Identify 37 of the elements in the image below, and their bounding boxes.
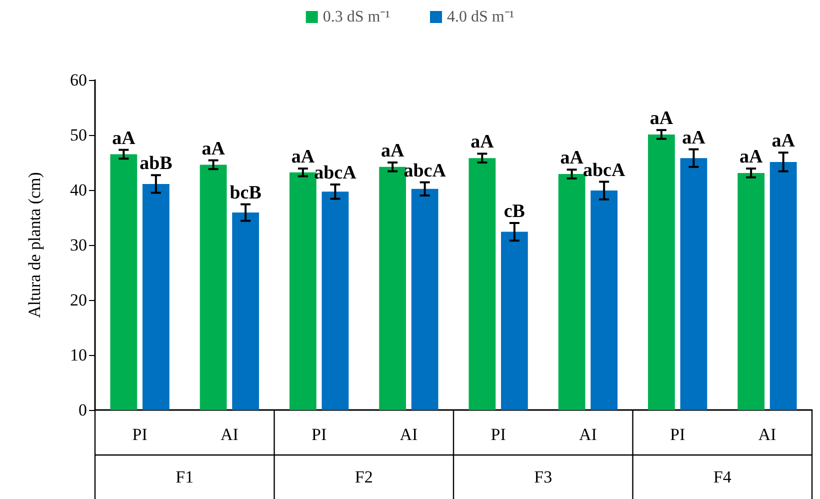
data-label: aA: [202, 138, 226, 160]
x-tick-label: PI: [490, 425, 506, 444]
data-label: aA: [470, 132, 494, 153]
y-tick-label: 10: [70, 346, 87, 364]
text: F2: [354, 468, 373, 486]
y-axis-title: Altura de planta (cm): [25, 172, 44, 318]
data-label: aA: [291, 146, 315, 168]
x-tick-label: PI: [670, 425, 686, 444]
y-tick-label: 60: [70, 70, 87, 90]
x-tick-label: AI: [400, 425, 418, 444]
data-label: abcA: [314, 162, 357, 184]
legend-label: 0.3 dS m⁻¹: [322, 8, 390, 26]
data-label: aA: [772, 130, 796, 152]
y-tick-label: 50: [70, 126, 87, 144]
y-tick-label: 30: [70, 236, 87, 254]
data-label: cB: [504, 201, 526, 222]
text: F4: [713, 468, 732, 486]
data-label: abB: [140, 153, 173, 174]
data-label: aA: [380, 140, 404, 162]
data-label: aA: [739, 146, 763, 168]
y-tick-label: 20: [70, 290, 87, 310]
data-label: aA: [650, 108, 674, 130]
x-tick-label: AI: [220, 425, 239, 444]
text: F3: [534, 468, 552, 486]
y-tick-label: 40: [70, 180, 87, 200]
text: F1: [176, 468, 194, 486]
x-tick-label: PI: [312, 425, 327, 444]
x-tick-label: AI: [578, 425, 598, 444]
data-label: aA: [682, 127, 706, 148]
y-tick-label: 0: [78, 400, 87, 420]
x-tick-label: PI: [132, 425, 148, 444]
data-label: aA: [112, 128, 136, 149]
legend-label: 4.0 dS m⁻¹: [447, 8, 514, 26]
data-label: bcB: [230, 182, 262, 204]
data-label: abcA: [582, 160, 626, 181]
x-tick-label: AI: [758, 425, 776, 444]
data-label: aA: [560, 148, 584, 169]
